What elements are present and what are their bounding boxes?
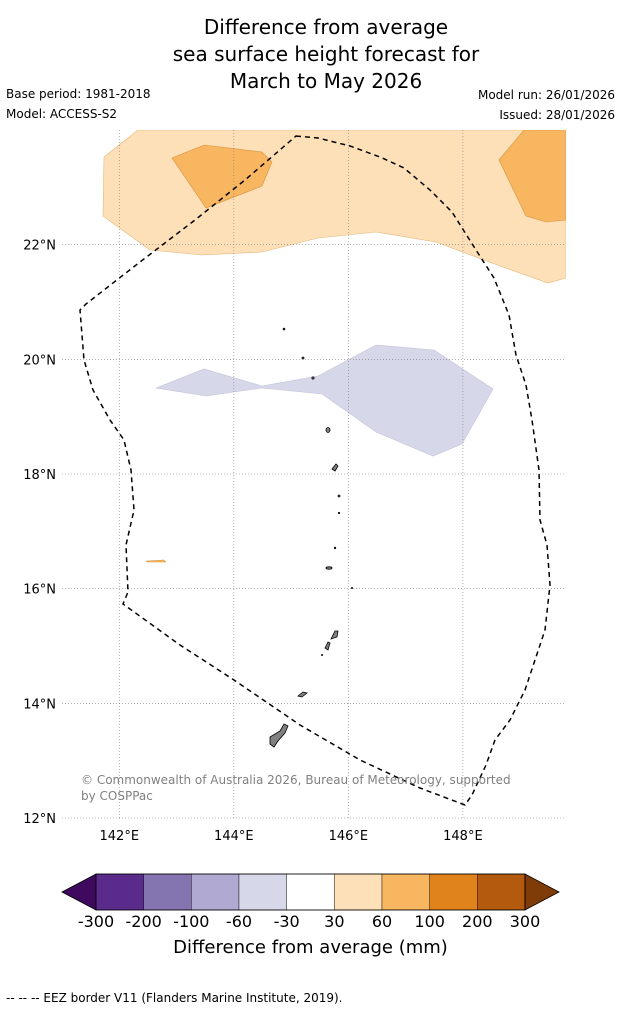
anomaly-region-60-100-west xyxy=(171,144,273,209)
anomaly-fields xyxy=(102,130,566,563)
lon-tick-label: 146°E xyxy=(329,829,369,844)
eez-legend-footnote: -- -- -- EEZ border V11 (Flanders Marine… xyxy=(6,991,343,1005)
title-line-1: Difference from average xyxy=(203,15,449,39)
island-aguijan xyxy=(320,654,323,657)
colorbar-extend-high xyxy=(524,873,560,911)
island-guam xyxy=(269,723,289,748)
colorbar-tick-label: 100 xyxy=(414,912,445,931)
island-rota xyxy=(297,691,308,698)
colorbar-extend-low xyxy=(61,873,97,911)
lat-tick-label: 18°N xyxy=(23,468,56,483)
anomaly-sliver xyxy=(145,559,167,563)
island-sarigan xyxy=(333,546,337,550)
island-agrihan xyxy=(325,427,331,433)
lat-tick-label: 14°N xyxy=(23,697,56,712)
chart-title: Difference from average sea surface heig… xyxy=(0,14,621,95)
axis-tick-labels: 142°E 144°E 146°E 148°E 22°N 20°N 18°N 16°N 14°N… xyxy=(23,239,482,844)
base-period: Base period: 1981-2018 xyxy=(6,87,151,101)
colorbar-bin xyxy=(238,873,287,911)
colorbar-bin xyxy=(381,873,430,911)
colorbar-bin xyxy=(477,873,526,911)
colorbar-frame xyxy=(95,873,526,911)
colorbar-bin xyxy=(95,873,144,911)
copyright-notice: © Commonwealth of Australia 2026, Bureau… xyxy=(81,773,511,803)
colorbar-label: Difference from average (mm) xyxy=(173,937,448,958)
lat-tick-label: 16°N xyxy=(23,583,56,598)
title-line-2: sea surface height forecast for xyxy=(172,42,480,66)
colorbar-tick-label: 60 xyxy=(372,912,392,931)
forecast-map: 142°E 144°E 146°E 148°E 22°N 20°N 18°N 16°N 14°N… xyxy=(23,130,566,931)
colorbar-tick-label: 30 xyxy=(324,912,344,931)
colorbar-tick-label: -300 xyxy=(78,912,114,931)
colorbar-tick-label: -60 xyxy=(226,912,252,931)
island-anatahan xyxy=(325,566,333,570)
islands xyxy=(269,327,353,748)
colorbar-tick-label: -30 xyxy=(274,912,300,931)
lon-tick-label: 144°E xyxy=(214,829,254,844)
lat-tick-label: 12°N xyxy=(23,812,56,827)
anomaly-region-60-100-east xyxy=(498,130,566,223)
model-run: Model run: 26/01/2026 xyxy=(477,88,615,102)
colorbar-tick-label: -200 xyxy=(126,912,162,931)
model-name: Model: ACCESS-S2 xyxy=(6,107,118,121)
island-farallon-de-pajaros xyxy=(282,327,286,331)
lon-tick-label: 148°E xyxy=(443,829,483,844)
colorbar-bin xyxy=(334,873,383,911)
lat-tick-label: 22°N xyxy=(23,239,56,254)
title-line-3: March to May 2026 xyxy=(229,69,423,93)
island-guguan xyxy=(337,511,341,515)
island-pagan xyxy=(331,463,339,472)
colorbar-tick-label: 300 xyxy=(510,912,541,931)
anomaly-region-30-60-north xyxy=(102,130,566,284)
colorbar-bin xyxy=(191,873,240,911)
anomaly-region-minus30-60 xyxy=(154,344,494,457)
colorbar-bin xyxy=(286,873,335,911)
eez-border xyxy=(79,135,551,806)
island-tinian xyxy=(324,641,331,651)
issued-date: Issued: 28/01/2026 xyxy=(499,108,615,122)
island-farallon-de-medinilla xyxy=(350,587,353,590)
colorbar-tick-label: 200 xyxy=(462,912,493,931)
island-asuncion xyxy=(311,376,315,380)
colorbar-bin xyxy=(429,873,478,911)
colorbar: -300 -200 -100 -60 -30 30 60 100 200 300 xyxy=(61,873,560,931)
lon-tick-label: 142°E xyxy=(100,829,140,844)
colorbar-bin xyxy=(143,873,192,911)
lat-tick-label: 20°N xyxy=(23,353,56,368)
island-saipan xyxy=(330,630,339,640)
colorbar-tick-label: -100 xyxy=(173,912,209,931)
island-alamagan xyxy=(337,494,341,498)
island-maug xyxy=(301,356,305,360)
graticule xyxy=(62,130,566,819)
